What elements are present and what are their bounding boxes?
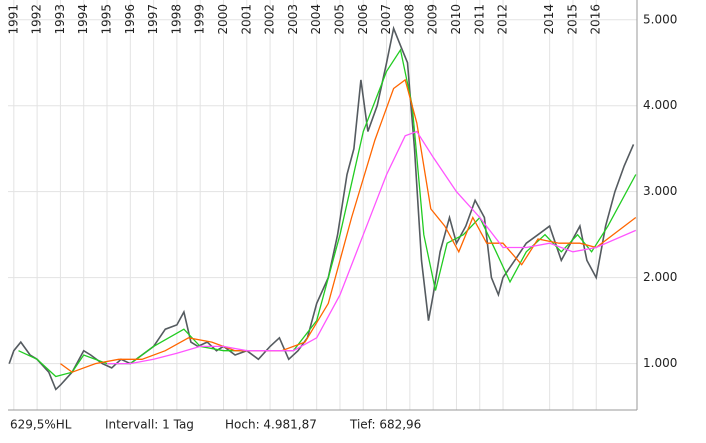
footer-text: Intervall: 1 Tag (105, 418, 194, 432)
price-line (18, 48, 637, 378)
price-line (107, 130, 637, 365)
footer-text: Tief: 682,96 (349, 418, 421, 432)
price-line (60, 78, 637, 373)
y-tick-label: 1.000 (643, 356, 677, 370)
y-tick-label: 4.000 (643, 98, 677, 112)
price-line (8, 25, 635, 391)
footer-text: 629,5%HL (10, 418, 72, 432)
y-tick-label: 3.000 (643, 184, 677, 198)
y-tick-label: 2.000 (643, 270, 677, 284)
footer-text: Hoch: 4.981,87 (225, 418, 317, 432)
y-tick-label: 5.000 (643, 12, 677, 26)
